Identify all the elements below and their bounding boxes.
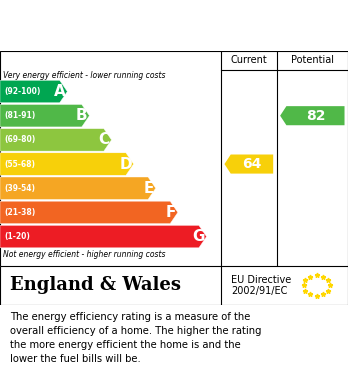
Text: (81-91): (81-91): [4, 111, 35, 120]
Text: Potential: Potential: [291, 55, 334, 65]
Text: Energy Efficiency Rating: Energy Efficiency Rating: [10, 16, 239, 34]
Polygon shape: [0, 104, 89, 127]
Polygon shape: [224, 154, 273, 174]
Text: G: G: [192, 229, 205, 244]
Text: 82: 82: [306, 109, 325, 123]
Text: B: B: [76, 108, 88, 123]
Polygon shape: [280, 106, 345, 125]
Text: 64: 64: [242, 157, 262, 171]
Polygon shape: [0, 80, 67, 103]
Text: (1-20): (1-20): [4, 232, 30, 241]
Text: The energy efficiency rating is a measure of the
overall efficiency of a home. T: The energy efficiency rating is a measur…: [10, 312, 262, 364]
Polygon shape: [0, 201, 178, 224]
Text: A: A: [54, 84, 65, 99]
Text: Current: Current: [230, 55, 267, 65]
Text: (21-38): (21-38): [4, 208, 35, 217]
Text: (69-80): (69-80): [4, 135, 35, 144]
Text: C: C: [98, 133, 110, 147]
Text: (39-54): (39-54): [4, 184, 35, 193]
Text: F: F: [166, 205, 176, 220]
Text: England & Wales: England & Wales: [10, 276, 181, 294]
Text: (92-100): (92-100): [4, 87, 41, 96]
Text: E: E: [144, 181, 154, 196]
Text: (55-68): (55-68): [4, 160, 35, 169]
Text: Not energy efficient - higher running costs: Not energy efficient - higher running co…: [3, 250, 166, 260]
Text: D: D: [119, 156, 132, 172]
Polygon shape: [0, 225, 207, 248]
Text: EU Directive
2002/91/EC: EU Directive 2002/91/EC: [231, 274, 292, 296]
Polygon shape: [0, 153, 134, 175]
Text: Very energy efficient - lower running costs: Very energy efficient - lower running co…: [3, 71, 166, 80]
Polygon shape: [0, 129, 111, 151]
Polygon shape: [0, 177, 156, 199]
